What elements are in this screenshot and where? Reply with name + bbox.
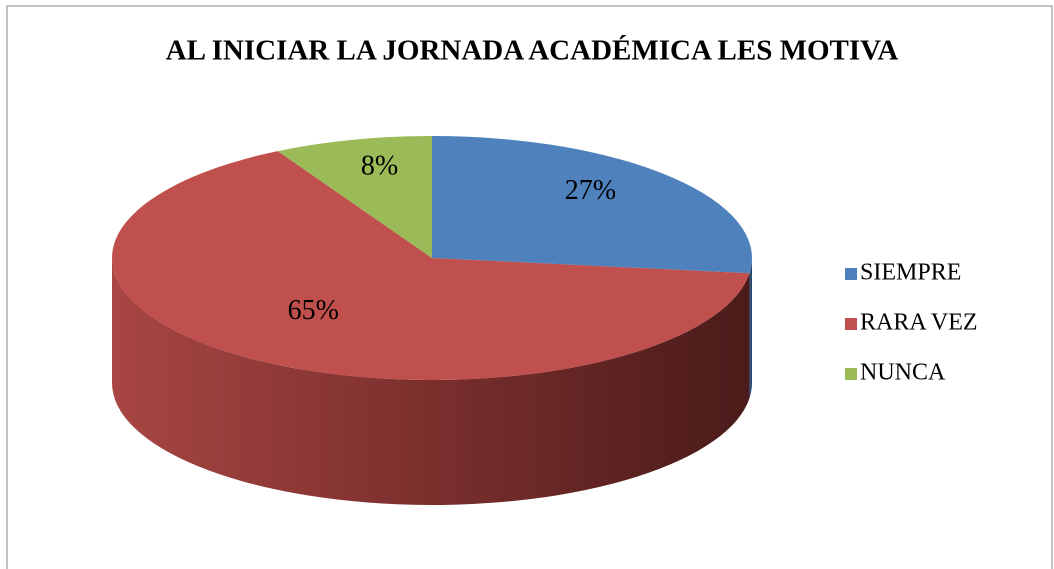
legend-label: NUNCA (860, 360, 946, 386)
pie-slice (111, 151, 750, 380)
data-label: 27% (565, 175, 616, 206)
data-label: 8% (361, 150, 398, 181)
legend-swatch (845, 318, 857, 330)
legend-label: RARA VEZ (860, 310, 978, 336)
pie-slice (432, 136, 752, 274)
legend-swatch (845, 268, 857, 280)
pie-slice-side (112, 258, 750, 506)
pie-slice-side (749, 258, 752, 399)
pie-slice (277, 136, 432, 258)
chart-title: AL INICIAR LA JORNADA ACADÉMICA LES MOTI… (166, 34, 899, 67)
legend-swatch (845, 368, 857, 380)
legend-label: SIEMPRE (860, 260, 961, 286)
data-label: 65% (288, 295, 339, 326)
